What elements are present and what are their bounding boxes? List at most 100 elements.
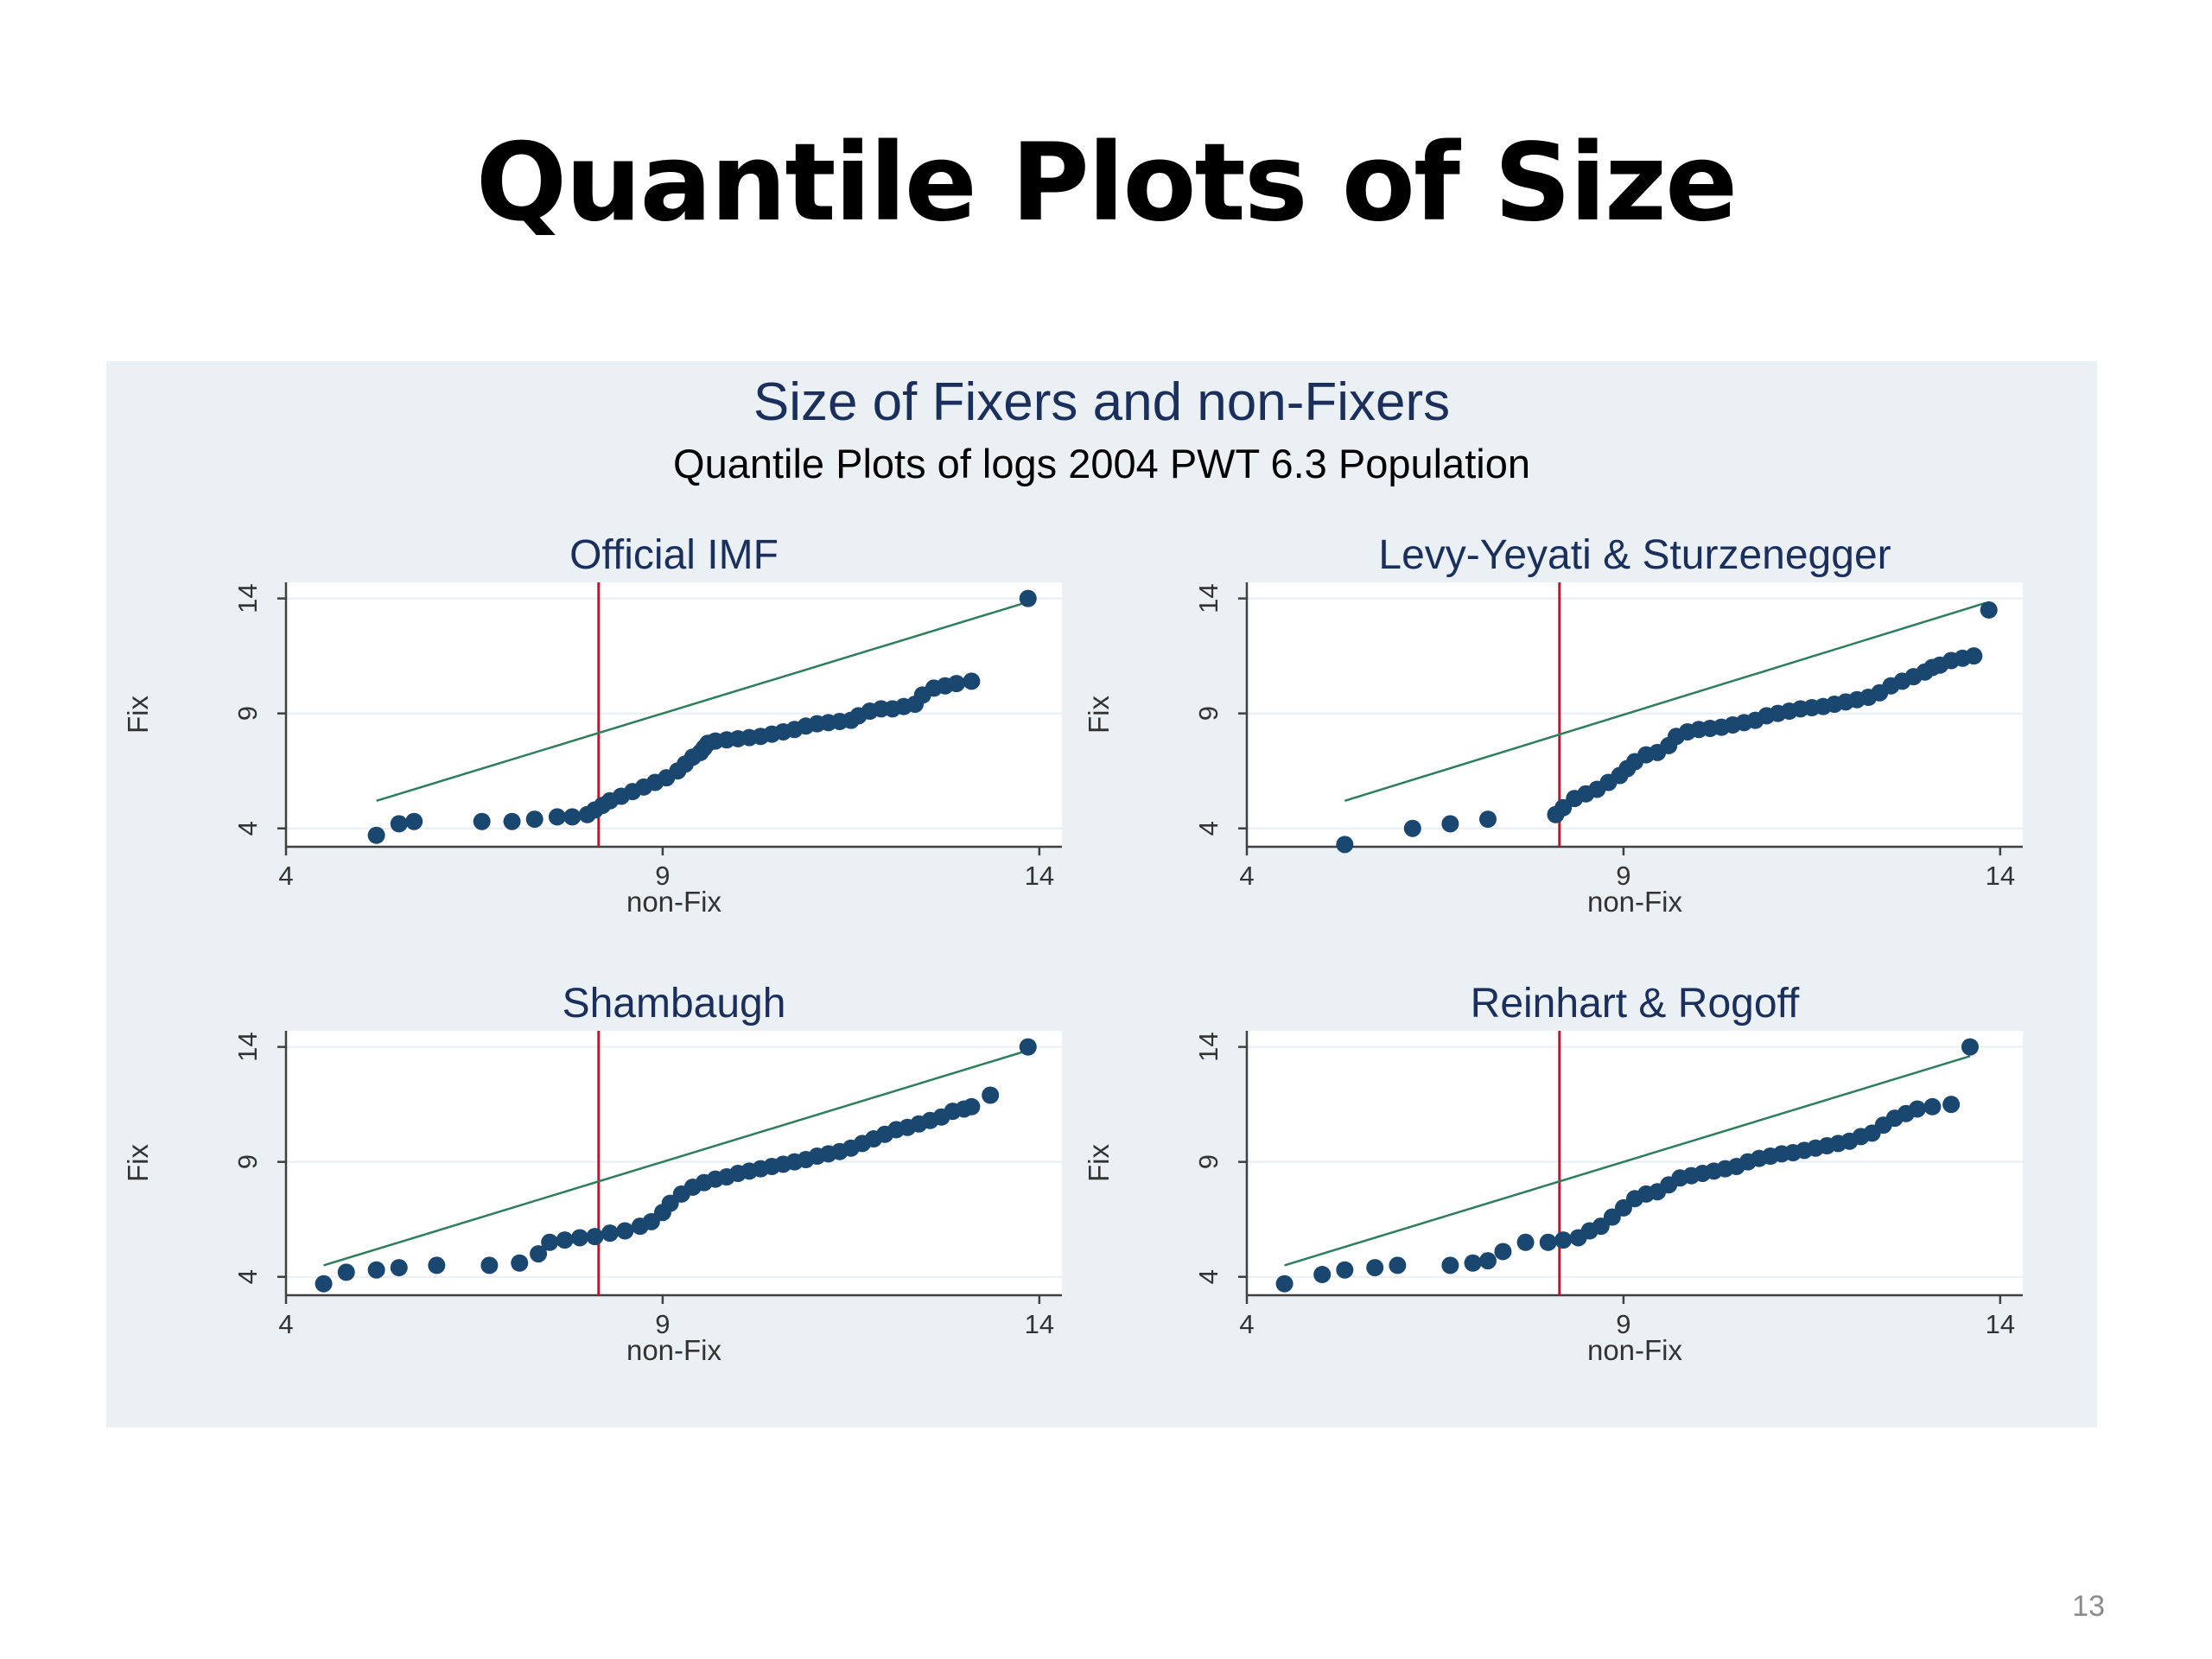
data-point xyxy=(1313,1266,1332,1284)
x-tick-label: 9 xyxy=(1616,861,1630,891)
data-point xyxy=(963,672,981,690)
data-point xyxy=(1494,1243,1512,1261)
plot-area xyxy=(286,1031,1062,1295)
slide-title: Quantile Plots of Size xyxy=(475,121,1738,245)
data-point xyxy=(563,808,582,826)
data-point xyxy=(1965,647,1983,665)
y-tick-label: 14 xyxy=(1193,1032,1224,1061)
data-point xyxy=(963,1097,981,1116)
y-tick-label: 4 xyxy=(1193,821,1224,836)
x-tick-label: 4 xyxy=(278,861,293,891)
plot-area xyxy=(1247,1031,2023,1295)
data-point xyxy=(1961,1038,1979,1056)
x-tick-label: 4 xyxy=(1239,861,1254,891)
panel-title: Reinhart & Rogoff xyxy=(1471,981,1800,1027)
data-point xyxy=(473,812,491,830)
plot-area xyxy=(286,582,1062,847)
panel-title: Levy-Yeyati & Sturzenegger xyxy=(1378,532,1891,578)
data-point xyxy=(405,812,423,830)
y-axis-label: Fix xyxy=(1083,696,1115,734)
data-point xyxy=(548,808,566,826)
data-point xyxy=(1539,1233,1557,1251)
data-point xyxy=(1980,601,1998,619)
figure-subtitle: Quantile Plots of logs 2004 PWT 6.3 Popu… xyxy=(673,441,1530,486)
x-tick-label: 14 xyxy=(1986,861,2015,891)
data-point xyxy=(503,812,521,830)
data-point xyxy=(337,1263,355,1281)
y-tick-label: 9 xyxy=(1193,1154,1224,1169)
data-point xyxy=(428,1256,446,1274)
data-point xyxy=(1942,1096,1961,1114)
data-point xyxy=(571,1229,589,1247)
y-tick-label: 4 xyxy=(1193,1269,1224,1284)
data-point xyxy=(1464,1254,1482,1272)
panel-title: Official IMF xyxy=(569,532,779,578)
chart-panel-2: 4 9 14 4 9 14 non-Fix Fix Levy-Yeyati & Sturzene… xyxy=(1083,532,2023,918)
x-axis-label: non-Fix xyxy=(1587,1334,1683,1366)
data-point xyxy=(480,1256,499,1274)
data-point xyxy=(511,1254,529,1272)
y-tick-label: 4 xyxy=(232,821,263,836)
data-point xyxy=(1441,815,1459,833)
data-point xyxy=(1441,1256,1459,1274)
data-point xyxy=(525,810,543,829)
reference-line xyxy=(323,1049,1029,1267)
data-point xyxy=(530,1245,548,1263)
chart-panel-4: 4 9 14 4 9 14 non-Fix Fix Reinhart & Rogoff xyxy=(1083,981,2023,1366)
y-tick-label: 14 xyxy=(232,583,263,613)
x-tick-label: 14 xyxy=(1986,1309,2015,1339)
data-point xyxy=(1403,819,1421,837)
x-tick-label: 14 xyxy=(1025,861,1054,891)
reference-line xyxy=(1344,601,1986,802)
slide-number: 13 xyxy=(2072,1590,2105,1623)
data-point xyxy=(367,826,385,844)
data-point xyxy=(390,1259,408,1277)
y-tick-label: 9 xyxy=(1193,706,1224,721)
data-point xyxy=(367,1261,385,1279)
data-point xyxy=(1366,1259,1384,1277)
data-point xyxy=(1389,1256,1407,1274)
data-point xyxy=(1019,1038,1037,1056)
chart-panels: 4 9 14 4 9 14 non-Fix Fix Official IMF 4 9 14 4 9 14 no… xyxy=(122,532,2023,1366)
y-tick-label: 4 xyxy=(232,1269,263,1284)
data-point xyxy=(1478,810,1497,829)
data-point xyxy=(390,815,408,833)
data-point xyxy=(1275,1274,1294,1293)
x-axis-label: non-Fix xyxy=(626,1334,722,1366)
data-point xyxy=(1478,1252,1497,1270)
plot-area xyxy=(1247,582,2023,847)
y-axis-label: Fix xyxy=(1083,1144,1115,1182)
x-tick-label: 9 xyxy=(655,861,670,891)
data-point xyxy=(947,675,965,693)
data-point xyxy=(315,1274,333,1293)
x-axis-label: non-Fix xyxy=(1587,886,1683,918)
panel-title: Shambaugh xyxy=(563,981,786,1027)
y-tick-label: 9 xyxy=(232,706,263,721)
figure-title: Size of Fixers and non-Fixers xyxy=(753,372,1450,432)
chart-figure: Size of Fixers and non-Fixers Quantile P… xyxy=(122,372,2023,1366)
data-point xyxy=(1554,1231,1573,1249)
data-point xyxy=(541,1233,559,1251)
x-tick-label: 4 xyxy=(1239,1309,1254,1339)
data-point xyxy=(982,1086,1000,1104)
data-point xyxy=(601,1224,619,1243)
data-point xyxy=(616,1222,634,1240)
y-tick-label: 14 xyxy=(1193,583,1224,613)
data-point xyxy=(1516,1233,1535,1251)
y-tick-label: 14 xyxy=(232,1032,263,1061)
x-tick-label: 9 xyxy=(1616,1309,1630,1339)
chart-panel-3: 4 9 14 4 9 14 non-Fix Fix Shambaugh xyxy=(122,981,1062,1366)
data-point xyxy=(1908,1100,1926,1118)
data-point xyxy=(556,1231,574,1249)
reference-line xyxy=(376,600,1033,802)
reference-line xyxy=(1284,1055,1971,1267)
x-tick-label: 4 xyxy=(278,1309,293,1339)
y-axis-label: Fix xyxy=(122,696,154,734)
data-point xyxy=(1336,1261,1354,1279)
x-axis-label: non-Fix xyxy=(626,886,722,918)
y-tick-label: 9 xyxy=(232,1154,263,1169)
data-point xyxy=(586,1228,604,1246)
x-tick-label: 14 xyxy=(1025,1309,1054,1339)
data-point xyxy=(1336,836,1354,854)
